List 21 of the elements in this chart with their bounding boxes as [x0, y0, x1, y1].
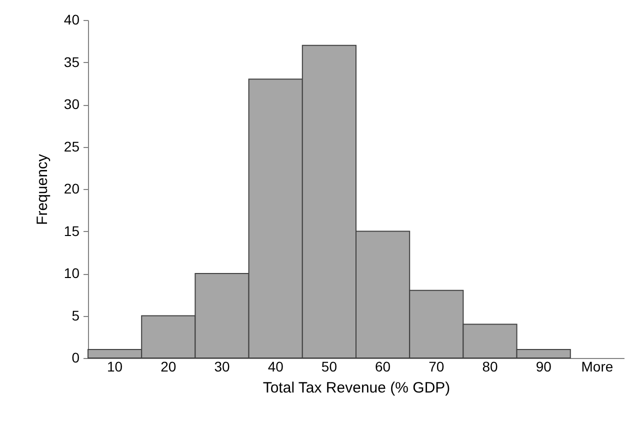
x-tick-label: More — [581, 358, 614, 374]
y-tick-label: 35 — [64, 54, 80, 70]
y-tick-label: 40 — [64, 12, 80, 28]
x-tick-label: 20 — [160, 358, 176, 374]
x-tick-label: 80 — [482, 358, 498, 374]
x-axis-title: Total Tax Revenue (% GDP) — [262, 380, 450, 396]
x-tick-label: 30 — [214, 358, 230, 374]
y-tick-label: 15 — [64, 222, 80, 239]
y-tick-label: 30 — [64, 96, 80, 112]
x-tick-label: 50 — [321, 358, 338, 374]
x-tick-label: 90 — [536, 358, 552, 374]
y-tick-label: 25 — [64, 138, 80, 154]
x-tick-label: 70 — [428, 358, 444, 374]
x-tick-label: 60 — [375, 358, 391, 374]
x-tick-label: 40 — [268, 358, 284, 374]
y-tick-label: 0 — [72, 350, 80, 366]
y-axis-title: Frequency — [34, 154, 51, 225]
y-tick-label: 5 — [72, 307, 80, 324]
y-tick-label: 10 — [64, 265, 80, 281]
y-tick-label: 20 — [64, 180, 80, 196]
x-tick-label: 10 — [107, 358, 123, 374]
